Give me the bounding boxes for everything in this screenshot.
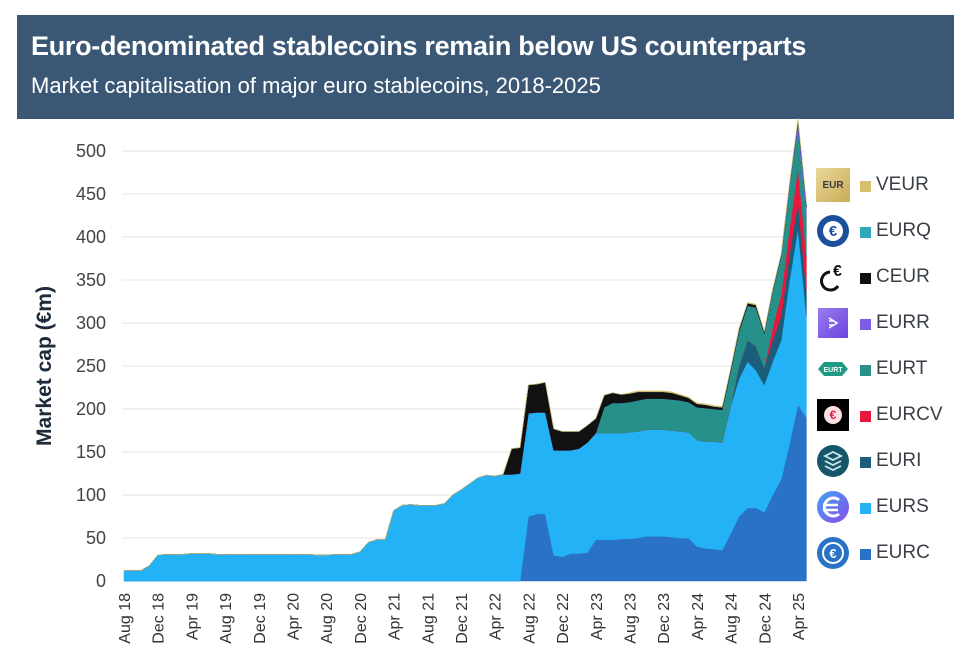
legend-swatch: [860, 319, 871, 330]
legend-label: EURS: [876, 496, 929, 517]
x-tick-label: Aug 19: [218, 593, 235, 644]
legend-swatch: [860, 227, 871, 238]
eurr-logo-icon: [816, 306, 850, 340]
chart-title: Euro-denominated stablecoins remain belo…: [31, 31, 807, 61]
legend-item-veur: EUR VEUR: [814, 168, 972, 204]
x-tick-label: Aug 24: [724, 593, 741, 644]
x-tick-label: Apr 24: [690, 593, 707, 640]
x-tick-label: Apr 25: [791, 593, 808, 640]
x-tick-label: Apr 22: [488, 593, 505, 640]
x-tick-label: Aug 20: [319, 593, 336, 644]
legend-swatch: [860, 273, 871, 284]
legend-swatch: [860, 457, 871, 468]
chart-subtitle: Market capitalisation of major euro stab…: [31, 73, 601, 98]
y-tick-label: 500: [76, 141, 106, 161]
y-tick-label: 0: [96, 571, 106, 591]
svg-text:€: €: [833, 263, 842, 280]
legend-label: EURCV: [876, 404, 943, 425]
x-tick-label: Aug 21: [420, 593, 437, 644]
x-tick-label: Aug 18: [117, 593, 134, 644]
x-tick-label: Apr 20: [286, 593, 303, 640]
y-tick-label: 400: [76, 227, 106, 247]
y-tick-label: 450: [76, 184, 106, 204]
legend-item-euri: EURI: [814, 444, 972, 480]
x-tick-label: Apr 19: [184, 593, 201, 640]
eurc-logo-icon: €: [816, 536, 850, 570]
legend-label: EURQ: [876, 220, 931, 241]
x-tick-label: Apr 23: [589, 593, 606, 640]
legend-swatch: [860, 181, 871, 192]
y-tick-label: 50: [86, 528, 106, 548]
legend-label: EURC: [876, 542, 930, 563]
chart-header: Euro-denominated stablecoins remain belo…: [17, 15, 954, 119]
eurcv-logo-icon: €: [816, 398, 850, 432]
x-tick-label: Dec 22: [555, 593, 572, 644]
x-tick-label: Dec 20: [353, 593, 370, 644]
eurs-logo-icon: [816, 490, 850, 524]
legend-label: EURI: [876, 450, 922, 471]
x-tick-label: Dec 18: [151, 593, 168, 644]
veur-logo-icon: EUR: [816, 168, 850, 202]
svg-text:€: €: [829, 546, 836, 561]
legend-item-eurc: € EURC: [814, 536, 972, 572]
legend-item-eurt: EURT EURT: [814, 352, 972, 388]
legend-swatch: [860, 549, 871, 560]
legend-item-eurcv: € EURCV: [814, 398, 972, 434]
legend-swatch: [860, 365, 871, 376]
y-tick-label: 200: [76, 399, 106, 419]
legend-item-ceur: € CEUR: [814, 260, 972, 296]
x-tick-label: Dec 21: [454, 593, 471, 644]
x-tick-label: Aug 23: [623, 593, 640, 644]
y-tick-label: 150: [76, 442, 106, 462]
x-tick-label: Aug 22: [521, 593, 538, 644]
svg-text:EURT: EURT: [823, 367, 843, 374]
x-tick-label: Dec 19: [252, 593, 269, 644]
y-tick-label: 100: [76, 485, 106, 505]
eurq-logo-icon: €: [816, 214, 850, 248]
euri-logo-icon: [816, 444, 850, 478]
x-tick-label: Apr 21: [387, 593, 404, 640]
x-tick-label: Dec 24: [757, 593, 774, 644]
y-axis-label: Market cap (€m): [33, 286, 56, 446]
legend-swatch: [860, 411, 871, 422]
x-tick-label: Dec 23: [656, 593, 673, 644]
legend-label: EURR: [876, 312, 930, 333]
legend-swatch: [860, 503, 871, 514]
y-tick-label: 250: [76, 356, 106, 376]
legend-label: EURT: [876, 358, 928, 379]
y-tick-label: 350: [76, 270, 106, 290]
area-series: [123, 118, 807, 582]
y-tick-label: 300: [76, 313, 106, 333]
eurt-logo-icon: EURT: [816, 352, 850, 386]
legend-item-eurr: EURR: [814, 306, 972, 342]
legend-item-eurq: € EURQ: [814, 214, 972, 250]
x-axis-ticks: Aug 18 Dec 18 Apr 19 Aug 19 Dec 19 Apr 20 Aug …: [117, 593, 808, 644]
legend-label: VEUR: [876, 174, 929, 195]
area-veur: [124, 118, 807, 571]
legend-item-eurs: EURS: [814, 490, 972, 526]
ceur-logo-icon: €: [816, 260, 850, 294]
legend-label: CEUR: [876, 266, 930, 287]
y-axis-ticks: 0 50 100 150 200 250 300 350 400 450 500: [76, 141, 106, 591]
